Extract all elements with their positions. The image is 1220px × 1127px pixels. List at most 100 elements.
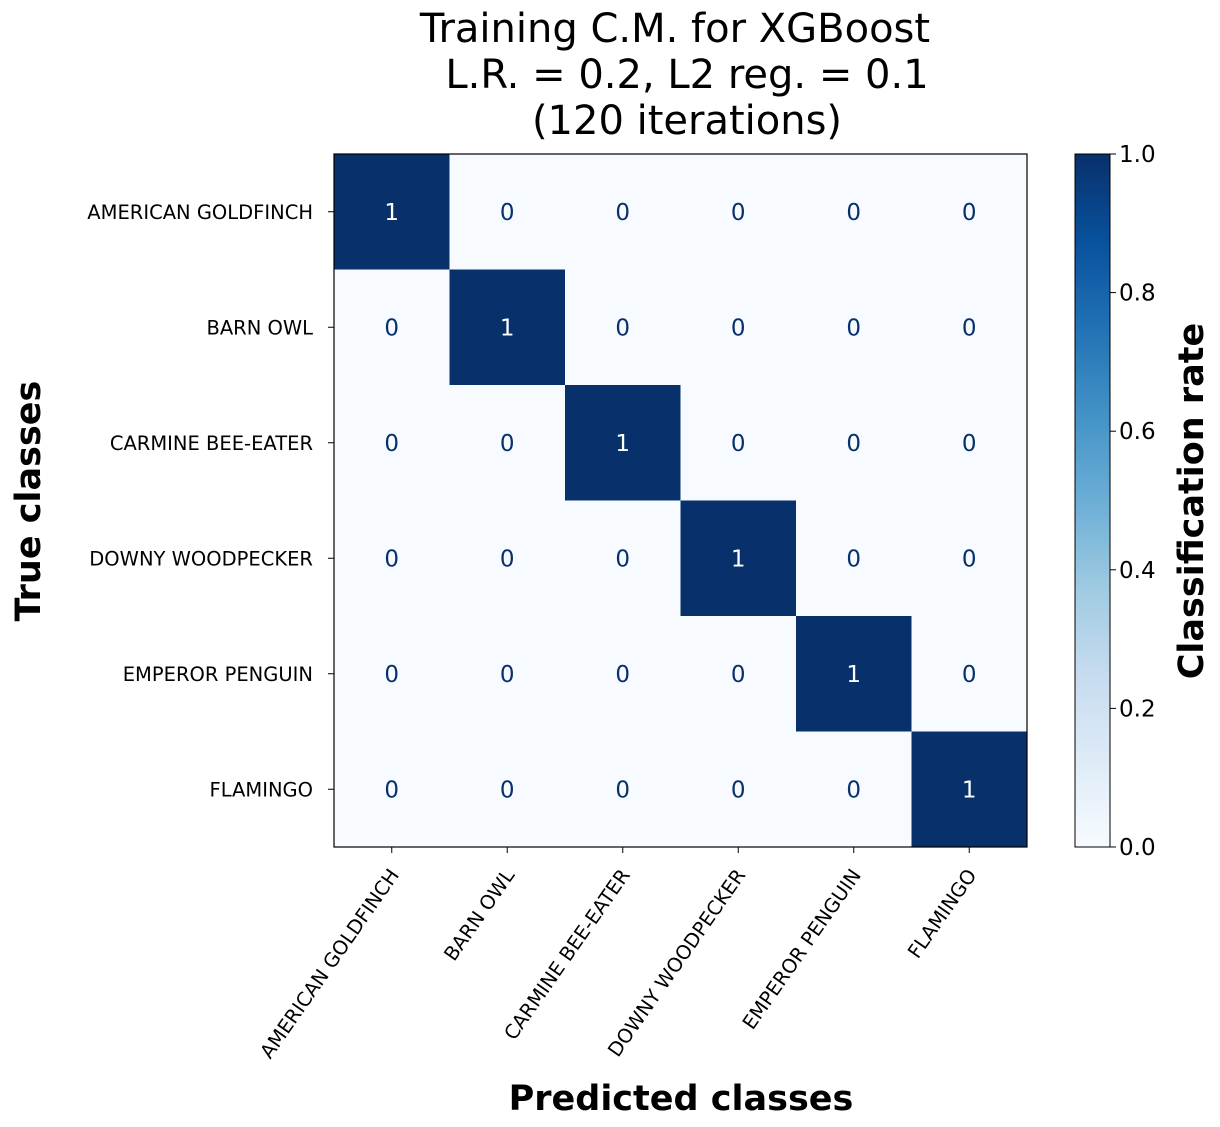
heatmap-cell bbox=[680, 616, 797, 732]
heatmap-cell bbox=[680, 385, 797, 501]
heatmap-cell bbox=[334, 616, 450, 732]
heatmap-cell bbox=[449, 154, 566, 270]
colorbar-tick-label: 0.0 bbox=[1119, 835, 1156, 861]
cell-value-label: 0 bbox=[731, 315, 746, 341]
cell-value-label: 0 bbox=[846, 777, 861, 803]
heatmap-cell bbox=[449, 731, 566, 848]
heatmap-cell bbox=[796, 616, 912, 732]
cell-value-label: 0 bbox=[731, 662, 746, 688]
cell-value-label: 1 bbox=[962, 777, 977, 803]
heatmap-cell bbox=[449, 500, 566, 617]
heatmap-cell bbox=[796, 500, 912, 617]
y-axis-label: True classes bbox=[9, 381, 49, 622]
heatmap-cell bbox=[796, 731, 912, 848]
x-tick-label: FLAMINGO bbox=[903, 865, 981, 963]
heatmap-cell bbox=[911, 269, 1028, 386]
cell-value-label: 0 bbox=[500, 431, 515, 457]
cell-value-label: 0 bbox=[615, 315, 630, 341]
cell-value-label: 1 bbox=[846, 662, 861, 688]
heatmap-cell bbox=[565, 269, 681, 386]
cell-value-label: 0 bbox=[615, 546, 630, 572]
cell-value-label: 1 bbox=[731, 546, 746, 572]
x-tick-label: AMERICAN GOLDFINCH bbox=[256, 865, 404, 1063]
heatmap-cell bbox=[565, 154, 681, 270]
cell-value-label: 1 bbox=[615, 431, 630, 457]
cell-value-label: 0 bbox=[384, 315, 399, 341]
x-tick-label: DOWNY WOODPECKER bbox=[603, 865, 750, 1061]
cell-value-label: 0 bbox=[500, 777, 515, 803]
cell-value-label: 0 bbox=[615, 662, 630, 688]
cell-value-label: 0 bbox=[615, 777, 630, 803]
cell-value-label: 0 bbox=[962, 431, 977, 457]
heatmap-cell bbox=[911, 616, 1028, 732]
cell-value-label: 0 bbox=[962, 662, 977, 688]
heatmap-cell bbox=[334, 500, 450, 617]
heatmap-cell-labels: 1 0 0 0 0 0 0 1 0 0 0 0 0 0 1 0 0 0 0 0 0 1 0 0 0 0 0 0 1 0 0 0 0 0 0 1 bbox=[384, 200, 976, 804]
colorbar-tick-label: 1.0 bbox=[1119, 142, 1156, 168]
heatmap-cell bbox=[565, 500, 681, 617]
heatmap-cell bbox=[334, 385, 450, 501]
x-tick-label: BARN OWL bbox=[439, 865, 519, 966]
cell-value-label: 0 bbox=[846, 315, 861, 341]
heatmap-cell bbox=[911, 731, 1028, 848]
x-axis-label: Predicted classes bbox=[509, 1079, 854, 1119]
heatmap-cell bbox=[911, 385, 1028, 501]
x-tick-label: CARMINE BEE-EATER bbox=[499, 865, 634, 1045]
heatmap-cell bbox=[911, 154, 1028, 270]
chart-title-line-3: (120 iterations) bbox=[532, 98, 842, 144]
colorbar-tick-label: 0.8 bbox=[1119, 281, 1156, 307]
cell-value-label: 1 bbox=[384, 200, 399, 226]
heatmap-cell bbox=[334, 269, 450, 386]
heatmap-cell bbox=[680, 269, 797, 386]
x-tick-label: EMPEROR PENGUIN bbox=[738, 865, 866, 1034]
colorbar-tick-label: 0.2 bbox=[1119, 696, 1156, 722]
cell-value-label: 0 bbox=[731, 200, 746, 226]
y-tick-labels: AMERICAN GOLDFINCH BARN OWL CARMINE BEE-EA… bbox=[87, 201, 334, 801]
chart-title-line-2: L.R. = 0.2, L2 reg. = 0.1 bbox=[445, 52, 928, 98]
plot-frame bbox=[333, 153, 1028, 848]
colorbar-tick-label: 0.6 bbox=[1119, 419, 1156, 445]
cell-value-label: 0 bbox=[384, 777, 399, 803]
y-tick-label: FLAMINGO bbox=[210, 778, 314, 801]
heatmap-cell bbox=[680, 154, 797, 270]
cell-value-label: 0 bbox=[384, 431, 399, 457]
y-tick-label: AMERICAN GOLDFINCH bbox=[87, 201, 313, 224]
heatmap-cell bbox=[565, 385, 681, 501]
heatmap-cell bbox=[796, 269, 912, 386]
heatmap-cell bbox=[449, 269, 566, 386]
cell-value-label: 0 bbox=[962, 200, 977, 226]
cell-value-label: 0 bbox=[615, 200, 630, 226]
cell-value-label: 0 bbox=[846, 200, 861, 226]
y-tick-label: BARN OWL bbox=[206, 316, 313, 339]
cell-value-label: 0 bbox=[500, 546, 515, 572]
cell-value-label: 0 bbox=[384, 662, 399, 688]
heatmap-cell bbox=[565, 731, 681, 848]
cell-value-label: 0 bbox=[500, 662, 515, 688]
heatmap-cell bbox=[449, 385, 566, 501]
heatmap-cell bbox=[680, 731, 797, 848]
heatmap-cell bbox=[796, 385, 912, 501]
cell-value-label: 1 bbox=[500, 315, 515, 341]
y-tick-label: DOWNY WOODPECKER bbox=[89, 547, 313, 570]
heatmap-cell bbox=[334, 154, 450, 270]
y-tick-label: CARMINE BEE-EATER bbox=[110, 432, 313, 455]
colorbar-tick-label: 0.4 bbox=[1119, 558, 1156, 584]
heatmap-cell bbox=[911, 500, 1028, 617]
heatmap-cell bbox=[565, 616, 681, 732]
cell-value-label: 0 bbox=[962, 546, 977, 572]
cell-value-label: 0 bbox=[731, 777, 746, 803]
cell-value-label: 0 bbox=[500, 200, 515, 226]
cell-value-label: 0 bbox=[846, 431, 861, 457]
colorbar bbox=[1074, 153, 1111, 848]
heatmap-cell bbox=[334, 731, 450, 848]
cell-value-label: 0 bbox=[384, 546, 399, 572]
heatmap-cells bbox=[334, 154, 1028, 848]
cell-value-label: 0 bbox=[731, 431, 746, 457]
colorbar-label: Classification rate bbox=[1172, 323, 1212, 680]
heatmap-cell bbox=[449, 616, 566, 732]
colorbar-ticks: 0.0 0.2 0.4 0.6 0.8 1.0 bbox=[1110, 142, 1156, 861]
cell-value-label: 0 bbox=[846, 546, 861, 572]
y-tick-label: EMPEROR PENGUIN bbox=[123, 663, 313, 686]
